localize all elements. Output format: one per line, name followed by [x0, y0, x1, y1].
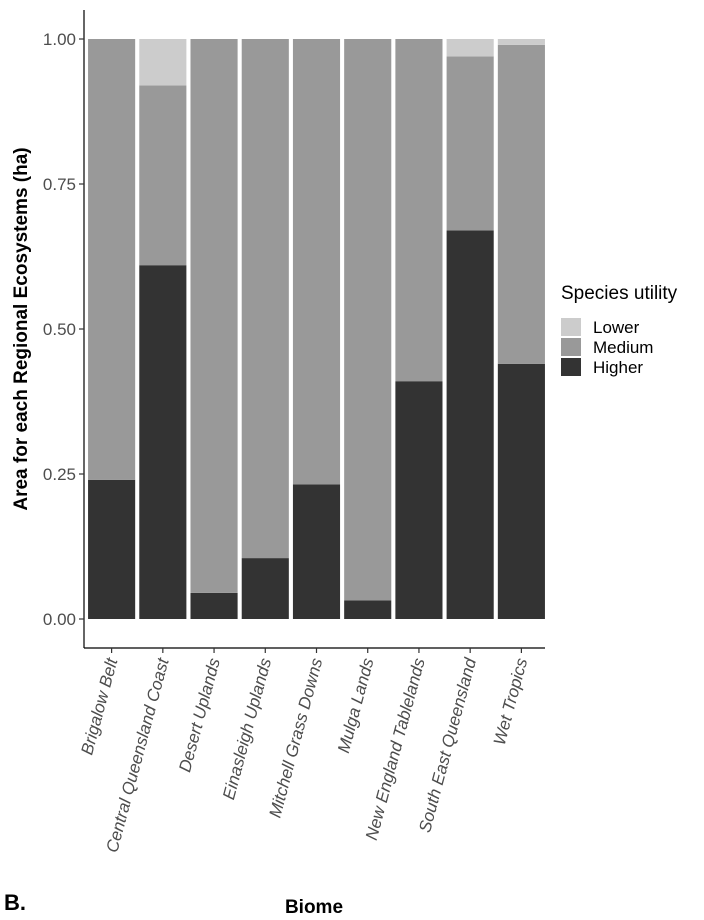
bar-higher-6 — [395, 381, 443, 619]
bar-medium-4 — [292, 39, 341, 485]
bar-higher-5 — [344, 600, 392, 619]
bar-medium-8 — [497, 44, 545, 364]
x-tick-label: Desert Uplands — [175, 656, 224, 775]
bar-higher-4 — [292, 484, 341, 619]
legend-swatch-lower — [561, 318, 581, 336]
bar-higher-8 — [497, 363, 545, 619]
y-axis-title: Area for each Regional Ecosystems (ha) — [11, 147, 32, 510]
x-tick-label: Wet Tropics — [490, 656, 532, 747]
y-tick-label: 0.25 — [43, 465, 76, 484]
panel-label: B. — [4, 890, 26, 915]
x-tick-label: Mitchell Grass Downs — [265, 656, 326, 820]
bar-higher-1 — [139, 265, 187, 619]
y-tick-label: 1.00 — [43, 30, 76, 49]
bar-medium-6 — [395, 39, 443, 382]
bar-medium-7 — [446, 56, 494, 231]
legend-label-lower: Lower — [593, 318, 640, 337]
bar-lower-8 — [497, 39, 545, 45]
bar-lower-7 — [446, 39, 494, 57]
bars-group — [88, 39, 545, 619]
bar-medium-3 — [241, 39, 289, 559]
x-axis-title: Biome — [285, 897, 343, 918]
bar-medium-1 — [139, 85, 187, 266]
y-tick-label: 0.00 — [43, 610, 76, 629]
bar-higher-7 — [446, 230, 494, 619]
bar-medium-2 — [190, 39, 238, 593]
bar-higher-2 — [190, 592, 238, 619]
bar-higher-3 — [241, 558, 289, 619]
legend-title: Species utility — [561, 283, 678, 304]
y-tick-label: 0.50 — [43, 320, 76, 339]
x-tick-label: South East Queensland — [415, 656, 480, 835]
bar-medium-0 — [88, 39, 136, 480]
bar-higher-0 — [88, 479, 136, 619]
bar-medium-5 — [344, 39, 392, 601]
y-tick-label: 0.75 — [43, 175, 76, 194]
x-tick-label: Mulga Lands — [334, 656, 378, 755]
legend-swatch-medium — [561, 338, 581, 356]
bar-lower-1 — [139, 39, 187, 86]
legend-label-higher: Higher — [593, 358, 643, 377]
y-axis-ticks: 0.00 0.25 0.50 0.75 1.00 — [43, 30, 84, 629]
x-tick-label: Brigalow Belt — [77, 655, 121, 757]
legend-label-medium: Medium — [593, 338, 653, 357]
x-tick-label: Einasleigh Uplands — [219, 656, 275, 802]
legend-swatch-higher — [561, 358, 581, 376]
